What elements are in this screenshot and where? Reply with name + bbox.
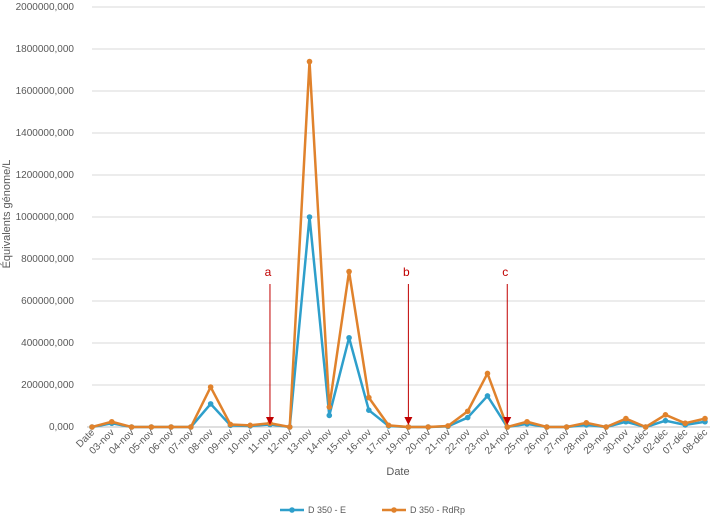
y-tick-label: 800000,000 — [21, 254, 74, 265]
data-point — [89, 424, 95, 430]
data-point — [484, 370, 491, 377]
annotation-label: c — [502, 265, 508, 279]
data-point — [563, 424, 570, 430]
data-point — [346, 268, 352, 275]
data-point — [524, 418, 530, 425]
data-point — [207, 401, 214, 407]
legend-label: D 350 - E — [308, 505, 346, 515]
data-point — [504, 424, 511, 430]
y-tick-label: 2000000,000 — [16, 2, 75, 13]
annotation-label: b — [403, 265, 410, 279]
annotation-b: b — [403, 265, 413, 425]
annotation-c: c — [502, 265, 512, 425]
data-point — [326, 412, 333, 419]
data-point — [346, 334, 352, 341]
data-point — [306, 214, 313, 220]
data-point — [603, 424, 609, 430]
data-point — [108, 418, 115, 425]
data-point — [623, 415, 629, 422]
y-axis-title: Équivalents génome/L — [0, 160, 13, 269]
y-tick-label: 400000,000 — [21, 338, 74, 349]
x-axis-title: Date — [386, 466, 409, 478]
legend-item: D 350 - E — [280, 505, 346, 515]
data-point — [425, 424, 431, 430]
data-point — [286, 424, 293, 430]
data-point — [227, 421, 234, 428]
data-point — [642, 424, 649, 430]
data-point — [405, 424, 412, 430]
annotation-arrowhead — [265, 417, 274, 425]
annotation-label: a — [265, 265, 272, 279]
data-point — [326, 404, 333, 410]
y-tick-label: 1800000,000 — [16, 44, 75, 55]
annotation-a: a — [265, 265, 274, 425]
y-tick-label: 1000000,000 — [16, 212, 75, 223]
annotation-layer: a b c — [265, 265, 512, 425]
series-1 — [89, 214, 708, 430]
y-tick-label: 600000,000 — [21, 296, 74, 307]
data-point — [544, 424, 550, 430]
data-point — [583, 420, 590, 426]
data-point — [484, 393, 491, 399]
legend-label: D 350 - RdRp — [410, 505, 465, 515]
y-tick-label: 200000,000 — [21, 380, 74, 391]
annotation-arrowhead — [503, 417, 512, 425]
series-line — [91, 215, 706, 429]
data-point — [445, 423, 451, 429]
data-point — [702, 415, 708, 422]
x-axis-ticks: Date03-nov04-nov05-nov06-nov07-nov08-nov… — [74, 427, 710, 457]
legend-marker — [391, 507, 397, 513]
y-axis-ticks: 0,000 200000,000 400000,000 600000,000 80000… — [16, 2, 75, 433]
data-point — [464, 408, 471, 415]
annotation-arrowhead — [404, 417, 413, 425]
y-tick-label: 1600000,000 — [16, 86, 75, 97]
data-point — [366, 394, 372, 401]
data-point — [366, 407, 372, 414]
data-point — [247, 422, 253, 429]
series-2 — [89, 58, 708, 430]
data-point — [306, 58, 313, 65]
data-point — [385, 422, 392, 429]
legend-marker — [289, 507, 295, 513]
data-point — [682, 420, 689, 427]
data-point — [188, 424, 194, 430]
data-point — [662, 417, 669, 424]
gridlines — [92, 6, 705, 386]
data-point — [148, 424, 155, 430]
data-point — [662, 412, 669, 418]
data-point — [207, 384, 214, 390]
data-point — [128, 424, 135, 430]
data-point — [168, 424, 174, 430]
y-tick-label: 1200000,000 — [16, 170, 75, 181]
series-line — [91, 60, 706, 429]
y-tick-label: 1400000,000 — [16, 128, 75, 139]
legend-item: D 350 - RdRp — [382, 505, 465, 515]
y-tick-label: 0,000 — [49, 422, 74, 433]
data-point — [464, 414, 471, 421]
series-layer — [89, 58, 708, 430]
legend: D 350 - E D 350 - RdRp — [280, 505, 465, 515]
